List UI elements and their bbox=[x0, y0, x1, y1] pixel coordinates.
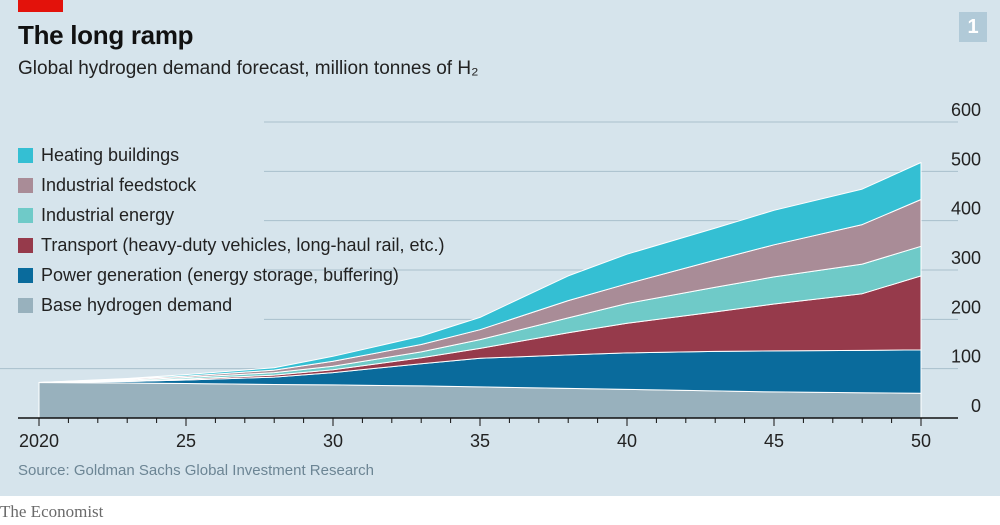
x-tick-label-2025: 25 bbox=[176, 431, 196, 451]
legend-swatch-power-generation bbox=[18, 267, 33, 283]
legend-label-transport: Transport (heavy-duty vehicles, long-hau… bbox=[41, 234, 445, 255]
chart-number-badge: 1 bbox=[959, 12, 987, 42]
x-tick-labels: 2020 25 30 35 40 45 50 bbox=[19, 431, 931, 451]
legend-item-heating-buildings: Heating buildings bbox=[18, 140, 445, 170]
y-tick-label-600: 600 bbox=[951, 100, 981, 120]
y-tick-labels: 0 100 200 300 400 500 600 bbox=[951, 100, 981, 416]
stacked-area-chart: 0 100 200 300 400 500 600 2020 25 30 35 40 45 50 bbox=[0, 100, 981, 451]
legend-item-industrial-energy: Industrial energy bbox=[18, 200, 445, 230]
legend-label-industrial-energy: Industrial energy bbox=[41, 204, 175, 225]
brand-red-tag bbox=[18, 0, 63, 12]
chart-subtitle: Global hydrogen demand forecast, million… bbox=[18, 58, 479, 79]
y-tick-label-400: 400 bbox=[951, 199, 981, 219]
source-note: Source: Goldman Sachs Global Investment … bbox=[18, 462, 375, 479]
brand-logo: The Economist bbox=[0, 502, 104, 521]
y-tick-label-500: 500 bbox=[951, 149, 981, 169]
chart-title: The long ramp bbox=[18, 20, 194, 50]
area-series bbox=[38, 162, 922, 419]
legend-item-power-generation: Power generation (energy storage, buffer… bbox=[18, 260, 445, 290]
y-tick-label-300: 300 bbox=[951, 248, 981, 268]
x-tick-label-2050: 50 bbox=[911, 431, 931, 451]
legend-label-heating-buildings: Heating buildings bbox=[41, 144, 180, 165]
legend-label-base-hydrogen-demand: Base hydrogen demand bbox=[41, 294, 233, 315]
axes bbox=[18, 417, 958, 426]
legend-item-base-hydrogen-demand: Base hydrogen demand bbox=[18, 290, 445, 320]
legend-swatch-industrial-energy bbox=[18, 207, 33, 223]
y-tick-label-200: 200 bbox=[951, 297, 981, 317]
legend-label-industrial-feedstock: Industrial feedstock bbox=[41, 174, 197, 195]
legend-swatch-base-hydrogen-demand bbox=[18, 297, 33, 313]
legend: Heating buildings Industrial feedstock Ind… bbox=[18, 140, 445, 320]
area-heating-buildings bbox=[38, 162, 922, 383]
x-tick-label-2030: 30 bbox=[323, 431, 343, 451]
legend-swatch-heating-buildings bbox=[18, 147, 33, 163]
legend-item-transport: Transport (heavy-duty vehicles, long-hau… bbox=[18, 230, 445, 260]
x-tick-label-2040: 40 bbox=[617, 431, 637, 451]
y-tick-label-0: 0 bbox=[971, 396, 981, 416]
x-tick-label-2045: 45 bbox=[764, 431, 784, 451]
legend-item-industrial-feedstock: Industrial feedstock bbox=[18, 170, 445, 200]
legend-swatch-industrial-feedstock bbox=[18, 177, 33, 193]
x-tick-label-2035: 35 bbox=[470, 431, 490, 451]
legend-label-power-generation: Power generation (energy storage, buffer… bbox=[41, 264, 399, 285]
x-tick-label-2020: 2020 bbox=[19, 431, 59, 451]
y-tick-label-100: 100 bbox=[951, 347, 981, 367]
legend-swatch-transport bbox=[18, 237, 33, 253]
